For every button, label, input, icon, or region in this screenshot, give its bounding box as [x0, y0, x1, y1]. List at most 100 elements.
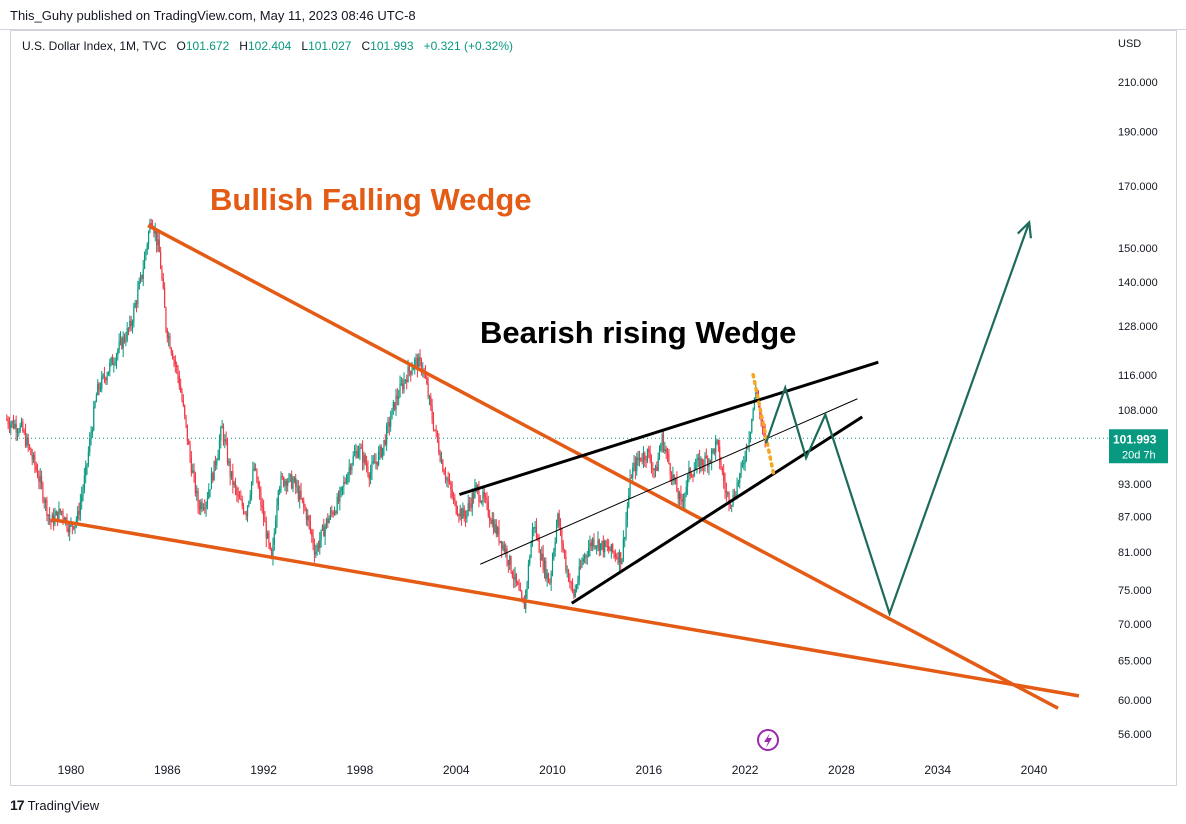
candle-body — [161, 268, 163, 279]
candle-body — [15, 423, 17, 433]
candle-body — [379, 446, 381, 452]
candle-body — [11, 420, 13, 424]
candle-body — [89, 439, 91, 452]
candle-body — [736, 483, 738, 497]
candle-body — [164, 288, 166, 308]
candle-body — [529, 557, 531, 564]
candle-body — [117, 350, 119, 355]
candle-body — [194, 474, 196, 494]
candle-body — [32, 455, 35, 460]
candle-body — [340, 487, 342, 491]
candle-body — [312, 535, 314, 546]
candle-body — [295, 477, 297, 487]
candle-body — [311, 530, 313, 536]
candle-body — [505, 548, 507, 552]
candle-body — [582, 558, 584, 562]
candle-body — [517, 582, 519, 585]
candle-body — [678, 493, 681, 499]
candle-body — [686, 475, 689, 487]
candle-body — [177, 367, 179, 377]
candle-body — [257, 482, 259, 488]
candle-body — [669, 463, 671, 475]
candle-body — [150, 223, 152, 226]
candle-body — [242, 505, 245, 513]
candle-body — [172, 352, 174, 359]
candle-body — [715, 440, 717, 453]
candle-body — [680, 493, 682, 500]
candle-body — [553, 550, 555, 560]
candle-body — [604, 540, 606, 553]
candle-body — [605, 540, 607, 546]
candle-body — [363, 455, 365, 463]
candle-body — [602, 540, 604, 553]
candle-body — [192, 470, 194, 473]
candle-body — [712, 448, 714, 451]
candle-body — [123, 336, 126, 341]
event-lightning-icon[interactable] — [757, 729, 779, 751]
chart-frame[interactable] — [10, 30, 1177, 786]
x-tick-label: 2022 — [732, 763, 759, 777]
candle-body — [456, 513, 459, 516]
change-value: +0.321 (+0.32%) — [423, 39, 513, 53]
candle-body — [217, 454, 219, 461]
candle-body — [444, 474, 447, 479]
candle-body — [744, 459, 746, 464]
candle-body — [325, 518, 328, 527]
price-badge-value: 101.993 — [1113, 432, 1157, 446]
candle-body — [608, 546, 610, 550]
candle-body — [220, 428, 222, 441]
candle-body — [600, 543, 602, 551]
price-badge-countdown: 20d 7h — [1122, 449, 1156, 461]
candle-body — [388, 421, 390, 427]
x-tick-label: 2016 — [635, 763, 662, 777]
candle-body — [717, 439, 719, 447]
candle-body — [704, 455, 706, 466]
candle-body — [527, 563, 530, 583]
candle-body — [81, 495, 83, 502]
candle-body — [244, 512, 246, 514]
candle-body — [526, 582, 528, 591]
candle-body — [268, 532, 270, 544]
candle-body — [324, 526, 326, 537]
candle-body — [367, 467, 369, 475]
footer-brand[interactable]: TradingView — [27, 797, 100, 813]
candle-body — [139, 275, 142, 282]
currency-label[interactable]: USD — [1118, 38, 1142, 50]
candle-body — [166, 329, 168, 339]
candle-body — [567, 570, 570, 582]
x-axis: 1980 1986 1992 1998 2004 2010 2016 2022 2028 2034… — [58, 763, 1048, 777]
candle-body — [62, 511, 64, 518]
candle-body — [141, 275, 143, 279]
candle-body — [610, 544, 612, 552]
candle-body — [229, 461, 231, 478]
tradingview-logo-icon[interactable]: 17 — [10, 797, 25, 813]
candle-body — [511, 572, 513, 577]
candle-body — [125, 340, 127, 342]
candle-body — [18, 431, 20, 433]
projection-path — [764, 221, 1031, 617]
candle-body — [201, 502, 203, 509]
symbol-label[interactable]: U.S. Dollar Index, 1M, TVC — [22, 39, 167, 53]
candle-body — [137, 288, 139, 305]
candle-body — [308, 515, 310, 522]
candle-body — [226, 443, 229, 463]
event-icon-bolt — [764, 733, 772, 748]
candle-body — [384, 439, 386, 445]
candle-body — [644, 453, 646, 460]
candle-body — [624, 537, 626, 539]
candle-body — [347, 473, 349, 482]
candle-body — [341, 486, 344, 488]
x-tick-label: 1986 — [154, 763, 181, 777]
candle-body — [703, 464, 705, 466]
y-tick-label: 75.000 — [1118, 585, 1152, 597]
candle-body — [681, 499, 683, 502]
candle-body — [154, 231, 156, 234]
candle-body — [470, 504, 472, 508]
candle-body — [221, 426, 223, 429]
candle-body — [688, 467, 690, 476]
candle-body — [724, 481, 726, 491]
candle-body — [539, 552, 542, 561]
candle-body — [691, 475, 693, 477]
candle-body — [573, 589, 575, 597]
